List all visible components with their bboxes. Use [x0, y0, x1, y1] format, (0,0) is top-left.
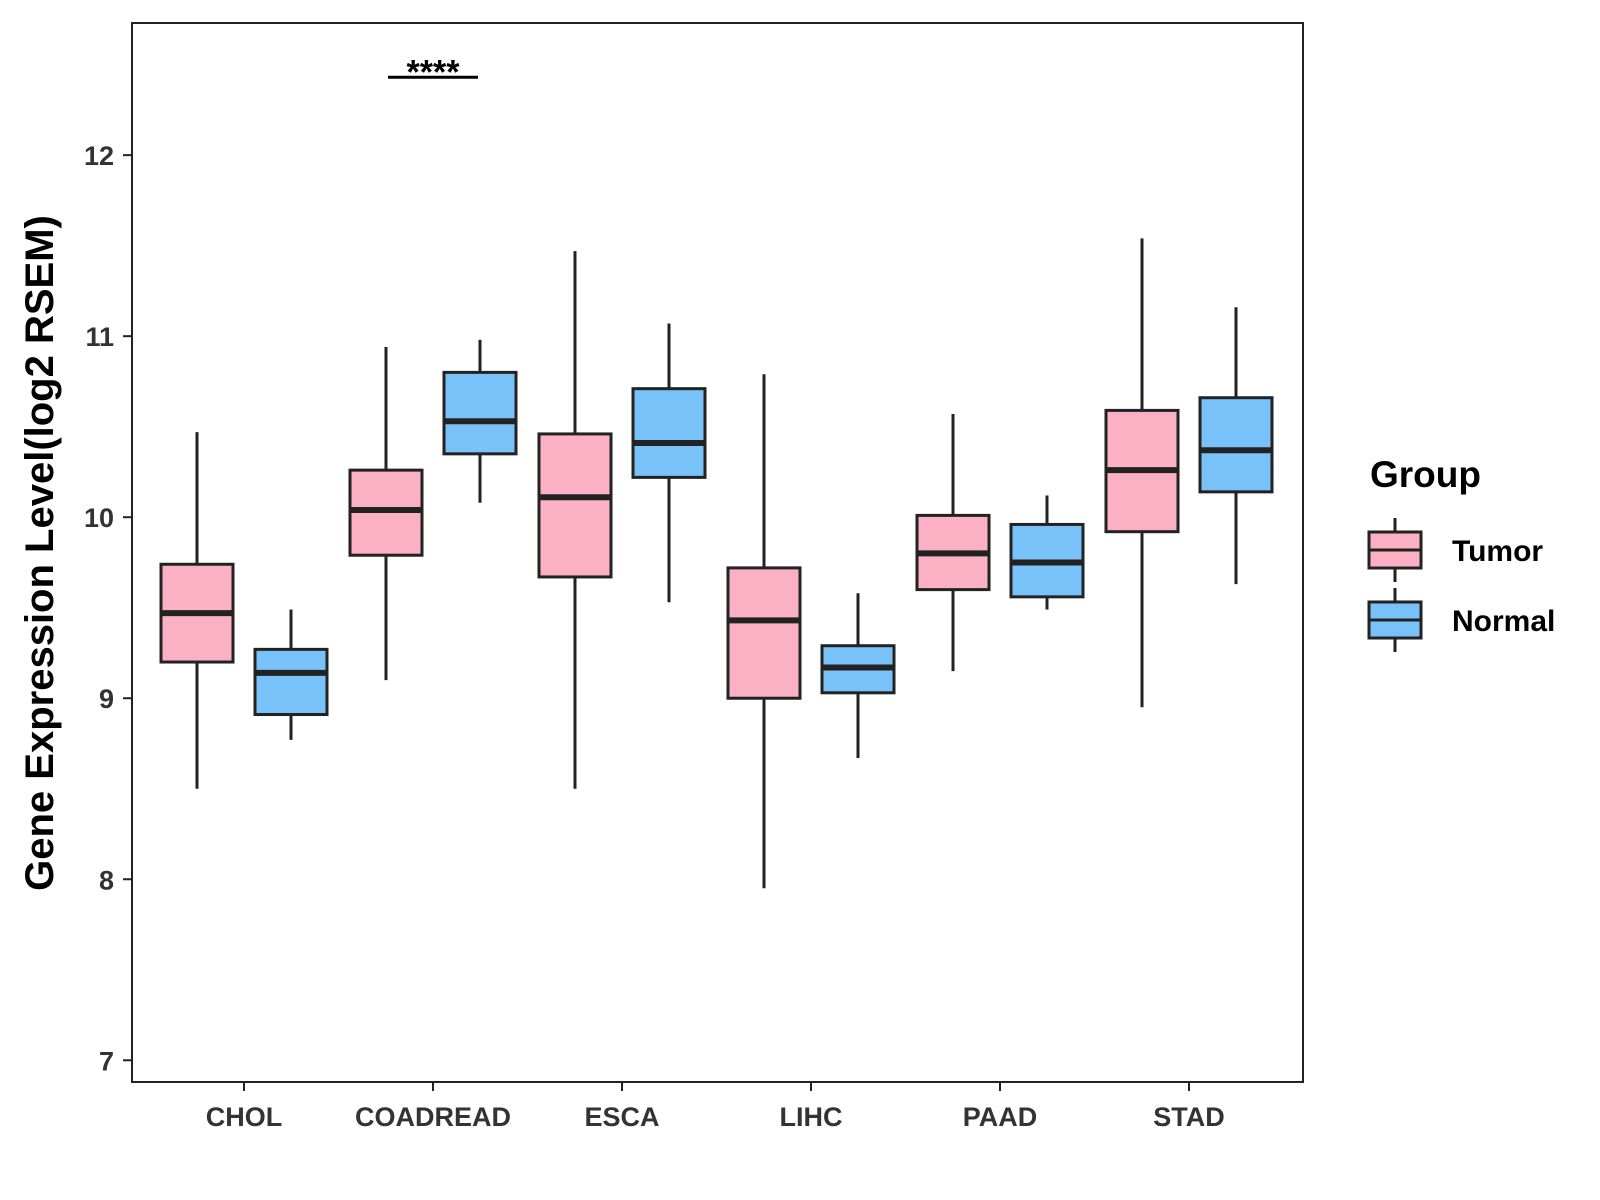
y-axis-label: Gene Expression Level(log2 RSEM) [18, 215, 62, 891]
x-axis: CHOL COADREAD ESCA LIHC PAAD STAD [206, 1082, 1225, 1132]
box-tumor-esca [537, 251, 613, 789]
box-body [726, 566, 802, 700]
legend-key-tumor [1367, 518, 1423, 582]
significance-label: **** [407, 53, 461, 91]
box-normal-paad [1009, 495, 1085, 610]
y-tick-label: 8 [99, 865, 114, 895]
x-tick-label: LIHC [780, 1102, 843, 1132]
box-tumor-paad [915, 414, 991, 672]
legend-key-normal [1367, 588, 1423, 652]
box-normal-stad [1198, 307, 1274, 585]
plot-panel-border [131, 22, 1304, 1083]
significance-annotations: **** [388, 53, 478, 91]
x-tick-label: COADREAD [355, 1102, 511, 1132]
legend-label: Normal [1452, 605, 1555, 638]
x-tick-label: CHOL [206, 1102, 283, 1132]
y-tick-label: 10 [84, 503, 114, 533]
box-body [631, 387, 707, 479]
box-body [1198, 396, 1274, 494]
box-normal-lihc [820, 593, 896, 758]
box-normal-chol [253, 609, 329, 740]
box-body [253, 647, 329, 717]
box-body [442, 370, 518, 456]
y-tick-label: 9 [99, 684, 114, 714]
box-tumor-chol [159, 432, 235, 789]
box-tumor-lihc [726, 374, 802, 889]
x-tick-label: PAAD [963, 1102, 1038, 1132]
box-tumor-coadread [348, 347, 424, 681]
y-tick-label: 11 [85, 322, 114, 352]
y-tick-label: 12 [84, 141, 114, 171]
x-tick-label: ESCA [584, 1102, 659, 1132]
legend-title: Group [1370, 454, 1481, 495]
x-tick-label: STAD [1153, 1102, 1225, 1132]
legend: Group Tumor Normal [1367, 454, 1555, 652]
y-tick-label: 7 [99, 1046, 114, 1076]
box-normal-esca [631, 323, 707, 603]
y-axis: 7 8 9 10 11 12 [84, 141, 132, 1076]
box-normal-coadread [442, 339, 518, 503]
box-tumor-stad [1104, 238, 1180, 708]
box-body [537, 432, 613, 579]
boxes [159, 238, 1274, 889]
legend-label: Tumor [1452, 535, 1543, 568]
